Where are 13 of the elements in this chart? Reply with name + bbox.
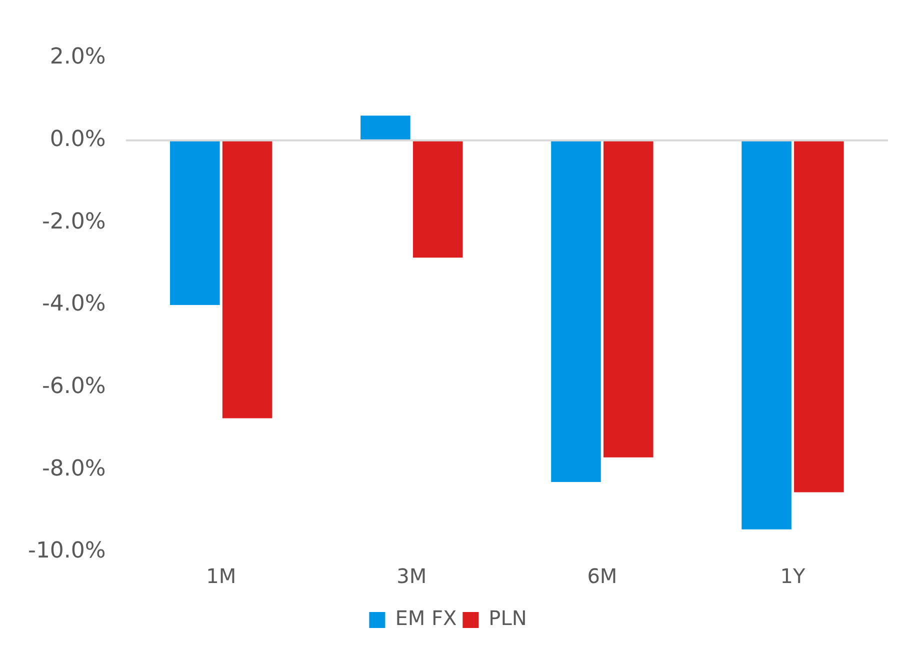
x-tick-label: 1Y bbox=[780, 564, 806, 588]
legend-label: EM FX bbox=[395, 606, 457, 630]
legend-label: PLN bbox=[488, 606, 527, 630]
y-tick-label: -8.0% bbox=[42, 456, 106, 482]
y-tick-label: -10.0% bbox=[28, 538, 106, 564]
y-tick-label: -6.0% bbox=[42, 374, 106, 400]
y-tick-label: -2.0% bbox=[42, 209, 106, 234]
x-tick-label: 3M bbox=[396, 564, 427, 588]
y-tick-label: -4.0% bbox=[42, 292, 106, 317]
x-tick-label: 1M bbox=[206, 564, 236, 588]
y-tick-label: 0.0% bbox=[50, 127, 106, 152]
x-tick-label: 6M bbox=[587, 564, 618, 588]
y-tick-label: 2.0% bbox=[50, 44, 106, 70]
